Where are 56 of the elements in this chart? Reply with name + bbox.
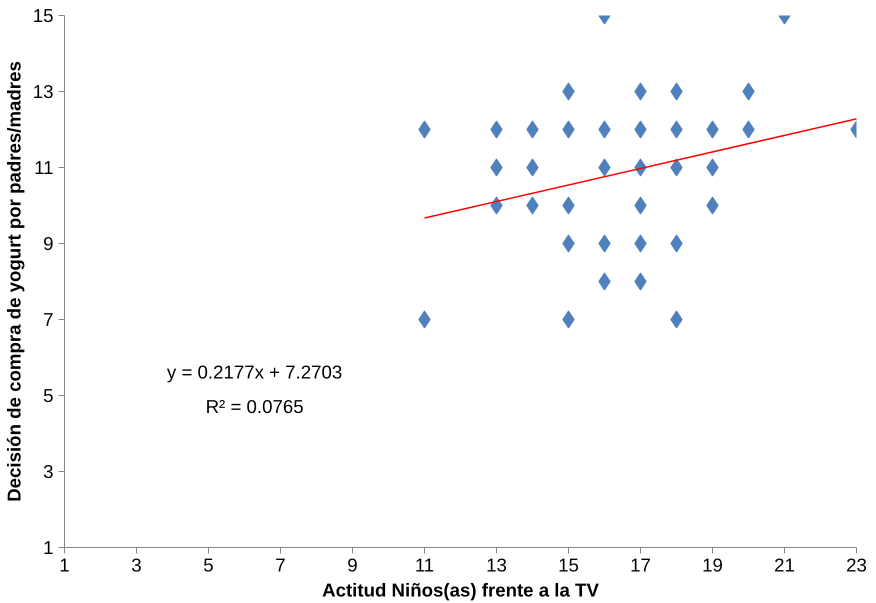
- x-tick-label: 13: [486, 554, 507, 576]
- point: [526, 196, 539, 214]
- point: [562, 120, 575, 138]
- point: [418, 120, 431, 138]
- point: [598, 120, 611, 138]
- point: [670, 310, 683, 328]
- point: [562, 234, 575, 252]
- point: [634, 82, 647, 100]
- y-tick-label: 9: [43, 233, 54, 254]
- point: [742, 120, 755, 138]
- y-tick-label: 1: [43, 537, 54, 558]
- point: [598, 272, 611, 290]
- point: [670, 82, 683, 100]
- y-axis-title: Decisión de compra de yogurt por padres/madres: [4, 61, 25, 502]
- point: [562, 196, 575, 214]
- x-tick-label: 11: [414, 554, 434, 576]
- y-tick-label: 3: [43, 461, 54, 482]
- point: [418, 310, 431, 328]
- x-tick-label: 1: [59, 554, 70, 576]
- x-tick-label: 15: [558, 554, 579, 576]
- y-tick-label: 5: [43, 385, 54, 406]
- point: [634, 272, 647, 290]
- point: [670, 158, 683, 176]
- x-tick-label: 19: [702, 554, 723, 576]
- y-tick-label: 11: [34, 157, 54, 178]
- point: [670, 234, 683, 252]
- x-tick-label: 9: [347, 554, 358, 576]
- point: [526, 120, 539, 138]
- point: [490, 196, 503, 214]
- point: [706, 158, 719, 176]
- point: [742, 82, 755, 100]
- point: [562, 82, 575, 100]
- point: [706, 120, 719, 138]
- point: [526, 158, 539, 176]
- point: [706, 196, 719, 214]
- y-tick-label: 15: [32, 5, 54, 26]
- x-tick-label: 3: [131, 554, 142, 576]
- x-tick-label: 21: [774, 554, 795, 576]
- x-tick-label: 5: [203, 554, 214, 576]
- annotation: y = 0.2177x + 7.2703: [166, 361, 342, 382]
- point: [634, 120, 647, 138]
- annotation: R² = 0.0765: [206, 396, 304, 418]
- x-axis-title: Actitud Niños(as) frente a la TV: [322, 580, 600, 600]
- point: [598, 234, 611, 252]
- point: [490, 120, 503, 138]
- point: [670, 120, 683, 138]
- point: [634, 234, 647, 252]
- point: [562, 310, 575, 328]
- point: [598, 158, 611, 176]
- x-tick-label: 23: [846, 554, 867, 576]
- y-tick-label: 7: [43, 309, 54, 330]
- y-tick-label: 13: [32, 81, 54, 102]
- point: [490, 158, 503, 176]
- x-tick-label: 17: [630, 554, 651, 576]
- x-tick-label: 7: [275, 554, 286, 576]
- point: [634, 196, 647, 214]
